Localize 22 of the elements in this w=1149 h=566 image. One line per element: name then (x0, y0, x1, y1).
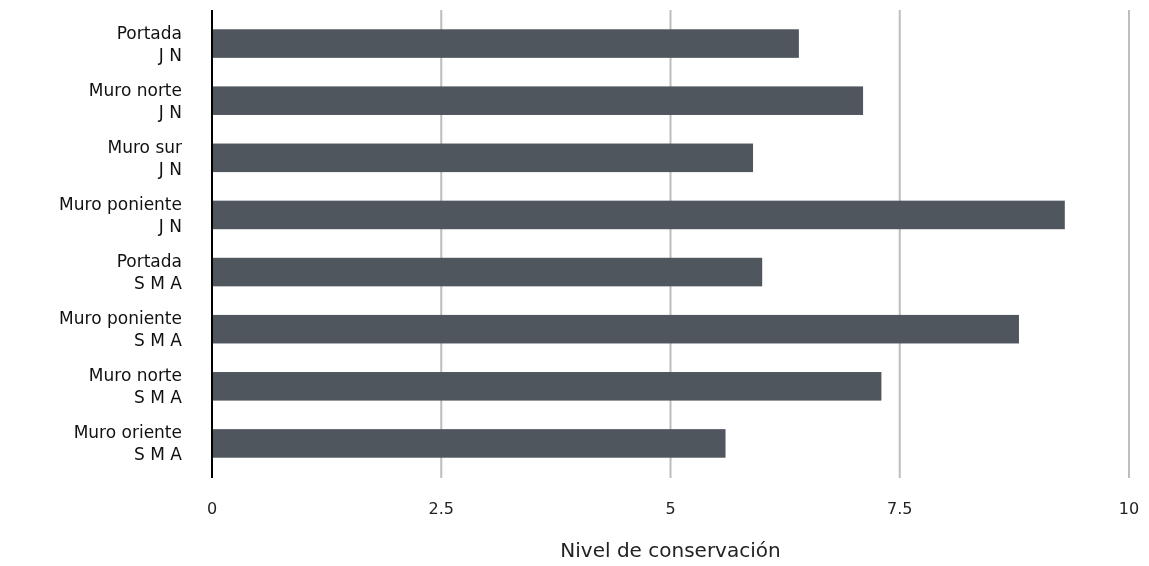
bar (212, 372, 882, 401)
x-tick-label: 2.5 (428, 499, 454, 518)
x-tick-label: 5 (665, 499, 676, 518)
y-tick-label: Muro norte S M A (88, 365, 183, 408)
bar (212, 200, 1065, 230)
y-tick-label: Muro norte J N (88, 79, 182, 122)
bar (212, 86, 864, 115)
bar (212, 29, 799, 58)
x-tick-label: 10 (1118, 499, 1140, 518)
y-tick-label: Muro poniente S M A (59, 308, 183, 351)
bar (212, 143, 754, 173)
y-tick-label: Muro sur J N (107, 136, 183, 179)
x-axis-title: Nivel de conservación (560, 538, 781, 562)
y-tick-label: Portada S M A (116, 251, 183, 294)
y-tick-label: Muro oriente S M A (73, 422, 183, 465)
y-tick-label: Muro poniente J N (59, 193, 182, 236)
bar (212, 257, 763, 287)
x-tick-label: 7.5 (887, 499, 913, 518)
x-tick-label: 0 (206, 499, 218, 518)
bar (212, 314, 1019, 344)
y-tick-label: Portada J N (116, 22, 182, 65)
bar (212, 429, 726, 458)
